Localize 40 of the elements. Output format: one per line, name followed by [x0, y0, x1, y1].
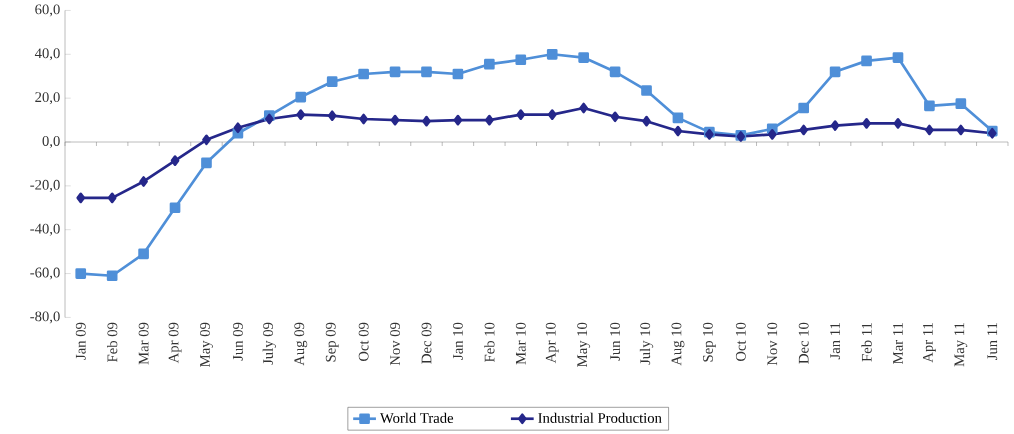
legend-label: Industrial Production — [538, 412, 662, 423]
x-tick-label: Mar 09 — [138, 322, 149, 365]
legend-label: World Trade — [379, 412, 454, 423]
x-tick-label: Dec 10 — [798, 322, 809, 364]
x-tick-label: Jan 09 — [75, 322, 86, 360]
x-tick-label: Jun 11 — [987, 322, 998, 360]
x-tick-label: Apr 11 — [923, 322, 936, 363]
y-tick-label: -40,0 — [30, 223, 60, 236]
x-tick-label: Oct 10 — [735, 322, 746, 361]
x-tick-label: Oct 09 — [358, 322, 369, 361]
x-tick-label: Sep 10 — [702, 322, 716, 362]
x-tick-label: May 10 — [577, 322, 591, 367]
x-tick-label: Jan 10 — [452, 322, 463, 360]
y-tick-label: 20,0 — [35, 91, 60, 104]
x-tick-label: Nov 10 — [767, 322, 778, 366]
x-tick-label: Dec 09 — [421, 322, 432, 364]
x-tick-label: Jun 09 — [232, 322, 243, 361]
x-tick-label: Feb 10 — [484, 322, 495, 362]
x-tick-label: Aug 09 — [294, 322, 308, 366]
x-tick-label: Mar 11 — [893, 322, 903, 364]
x-tick-label: May 11 — [954, 322, 968, 367]
x-tick-label: Feb 09 — [107, 322, 118, 362]
x-tick-label: Jan 11 — [830, 322, 841, 359]
x-tick-label: Apr 10 — [545, 322, 559, 363]
x-tick-label: Jun 10 — [610, 322, 621, 361]
y-tick-label: 0,0 — [42, 135, 60, 148]
y-tick-label: 40,0 — [34, 48, 60, 61]
y-tick-label: -20,0 — [30, 179, 60, 192]
x-tick-label: Sep 09 — [325, 322, 339, 362]
x-tick-label: Nov 09 — [390, 322, 401, 366]
y-tick-label: -60,0 — [30, 267, 60, 280]
y-tick-label: -80,0 — [30, 311, 60, 324]
x-tick-label: Feb 11 — [861, 322, 872, 362]
x-tick-label: May 09 — [200, 322, 213, 367]
x-tick-label: July 10 — [639, 322, 654, 365]
x-tick-label: Mar 10 — [515, 322, 526, 365]
y-tick-label: 60,0 — [35, 4, 60, 17]
x-tick-label: Apr 09 — [168, 322, 182, 363]
x-tick-label: July 09 — [262, 322, 276, 365]
x-tick-label: Aug 10 — [671, 322, 685, 366]
